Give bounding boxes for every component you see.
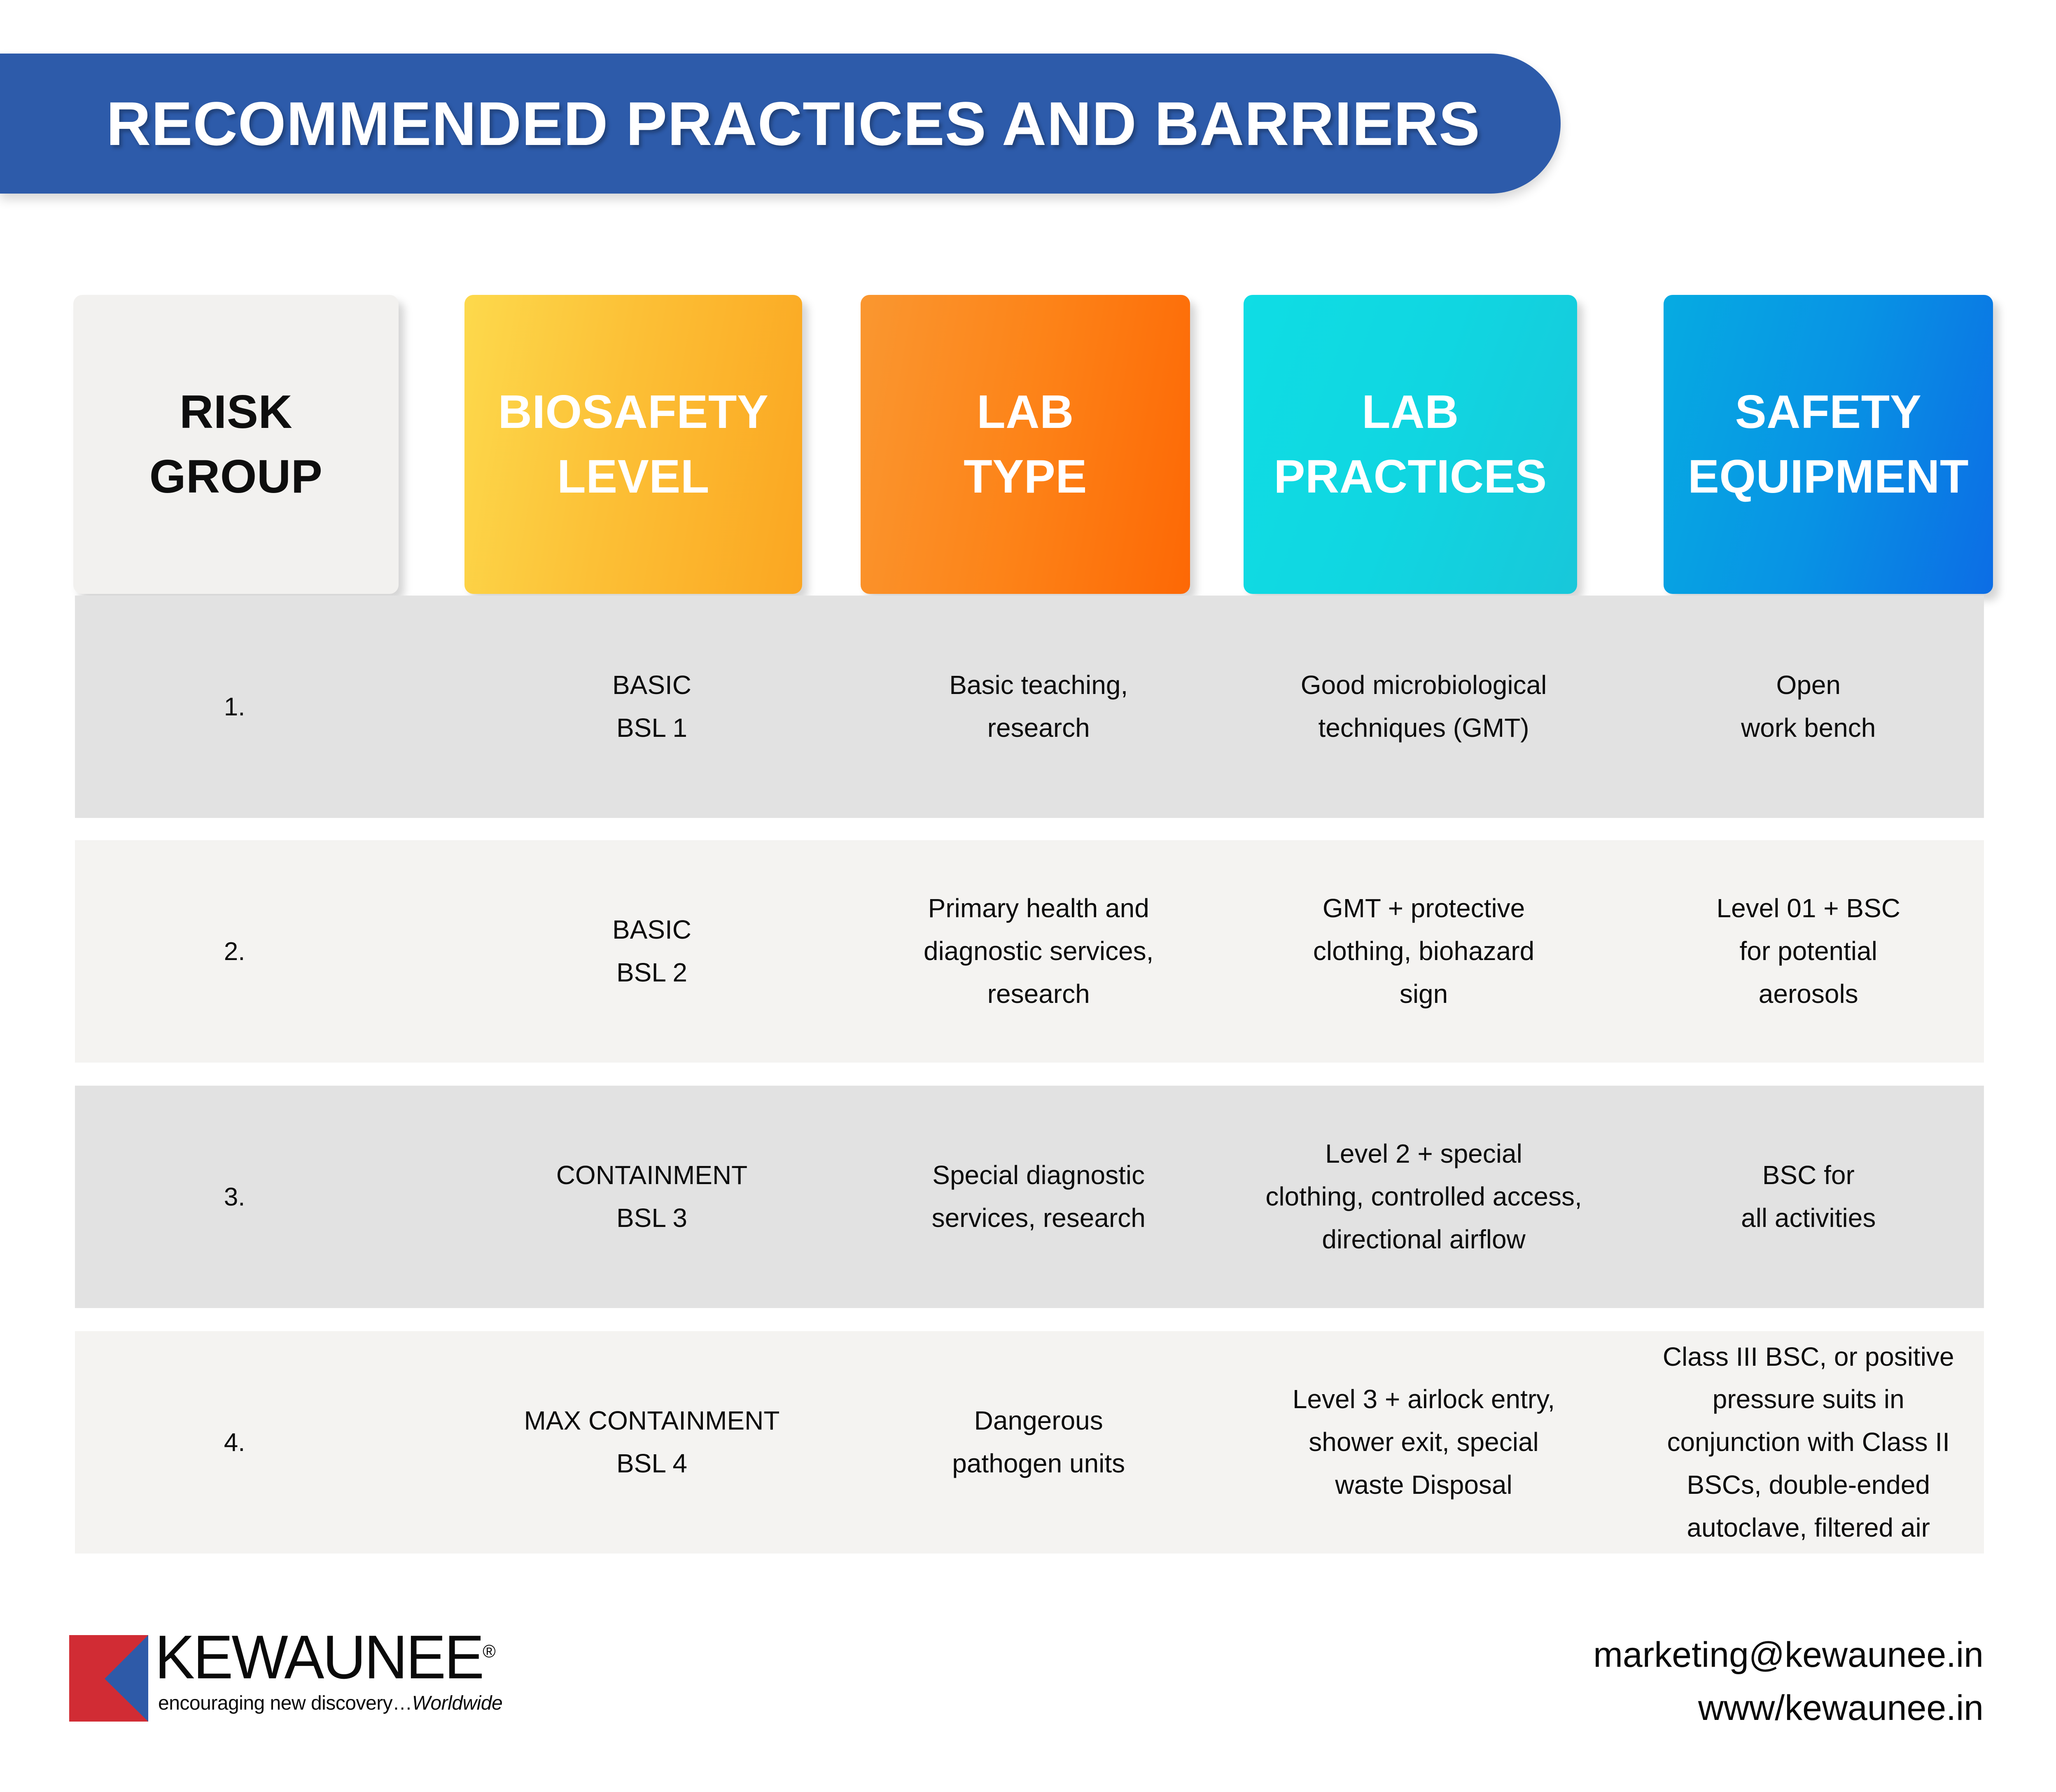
table-row: 2. BASIC BSL 2 Primary health and diagno… bbox=[75, 840, 1984, 1063]
cell-safety-equipment: BSC for all activities bbox=[1741, 1160, 1876, 1233]
column-header-biosafety-level-line1: BIOSAFETY bbox=[498, 386, 769, 438]
logo-company-name: KEWAUNEE® bbox=[155, 1622, 496, 1692]
column-header-row: RISK GROUP BIOSAFETY LEVEL LAB TYPE LAB … bbox=[0, 295, 2056, 600]
column-header-lab-practices: LAB PRACTICES bbox=[1244, 295, 1577, 594]
column-header-safety-equipment-line1: SAFETY bbox=[1735, 386, 1922, 438]
cell-lab-practices: Level 3 + airlock entry, shower exit, sp… bbox=[1292, 1384, 1555, 1500]
contact-email[interactable]: marketing@kewaunee.in bbox=[1593, 1635, 1984, 1675]
cell-lab-practices: GMT + protective clothing, biohazard sig… bbox=[1313, 893, 1535, 1009]
cell-risk-group: 4. bbox=[224, 1428, 245, 1457]
cell-lab-type: Basic teaching, research bbox=[949, 670, 1128, 743]
cell-biosafety-level: BASIC BSL 1 bbox=[612, 670, 691, 743]
cell-safety-equipment: Level 01 + BSC for potential aerosols bbox=[1716, 893, 1900, 1009]
column-header-lab-practices-line2: PRACTICES bbox=[1274, 451, 1547, 503]
logo-notch-bottom bbox=[105, 1679, 148, 1722]
column-header-safety-equipment: SAFETY EQUIPMENT bbox=[1664, 295, 1993, 594]
logo-notch-top bbox=[105, 1635, 148, 1679]
cell-risk-group: 2. bbox=[224, 937, 245, 966]
page-footer: KEWAUNEE® encouraging new discovery…Worl… bbox=[0, 1619, 2056, 1767]
column-header-lab-type-line2: TYPE bbox=[964, 451, 1087, 503]
cell-biosafety-level: BASIC BSL 2 bbox=[612, 915, 691, 987]
cell-safety-equipment: Open work bench bbox=[1741, 670, 1876, 743]
column-header-lab-practices-line1: LAB bbox=[1362, 386, 1459, 438]
cell-biosafety-level: CONTAINMENT BSL 3 bbox=[556, 1160, 748, 1233]
column-header-risk-group-line2: GROUP bbox=[149, 451, 323, 503]
column-header-biosafety-level-line2: LEVEL bbox=[557, 451, 709, 503]
cell-lab-type: Primary health and diagnostic services, … bbox=[923, 893, 1154, 1009]
column-header-risk-group: RISK GROUP bbox=[73, 295, 399, 594]
table-row: 4. MAX CONTAINMENT BSL 4 Dangerous patho… bbox=[75, 1331, 1984, 1554]
kewaunee-logo: KEWAUNEE® encouraging new discovery…Worl… bbox=[69, 1626, 506, 1722]
column-header-lab-type-line1: LAB bbox=[977, 386, 1074, 438]
cell-biosafety-level: MAX CONTAINMENT BSL 4 bbox=[524, 1406, 780, 1478]
logo-wordmark: KEWAUNEE® encouraging new discovery…Worl… bbox=[155, 1626, 506, 1715]
contact-block: marketing@kewaunee.in www/kewaunee.in bbox=[1593, 1628, 1984, 1735]
column-header-safety-equipment-line2: EQUIPMENT bbox=[1687, 451, 1969, 503]
column-header-risk-group-line1: RISK bbox=[179, 386, 293, 438]
cell-risk-group: 1. bbox=[224, 692, 245, 721]
page-title: RECOMMENDED PRACTICES AND BARRIERS bbox=[106, 89, 1480, 158]
logo-tagline: encouraging new discovery…Worldwide bbox=[158, 1692, 503, 1714]
cell-lab-type: Special diagnostic services, research bbox=[931, 1160, 1146, 1233]
table-row: 1. BASIC BSL 1 Basic teaching, research … bbox=[75, 596, 1984, 818]
contact-website[interactable]: www/kewaunee.in bbox=[1698, 1688, 1984, 1728]
cell-risk-group: 3. bbox=[224, 1182, 245, 1211]
registered-trademark-icon: ® bbox=[483, 1641, 496, 1661]
kewaunee-k-mark-icon bbox=[69, 1635, 148, 1722]
cell-lab-practices: Good microbiological techniques (GMT) bbox=[1300, 670, 1547, 743]
table-row: 3. CONTAINMENT BSL 3 Special diagnostic … bbox=[75, 1086, 1984, 1308]
cell-lab-practices: Level 2 + special clothing, controlled a… bbox=[1265, 1139, 1582, 1254]
cell-safety-equipment: Class III BSC, or positive pressure suit… bbox=[1662, 1341, 1954, 1542]
column-header-biosafety-level: BIOSAFETY LEVEL bbox=[464, 295, 802, 594]
page-title-banner: RECOMMENDED PRACTICES AND BARRIERS bbox=[0, 54, 1561, 194]
column-header-lab-type: LAB TYPE bbox=[861, 295, 1190, 594]
cell-lab-type: Dangerous pathogen units bbox=[952, 1406, 1125, 1478]
